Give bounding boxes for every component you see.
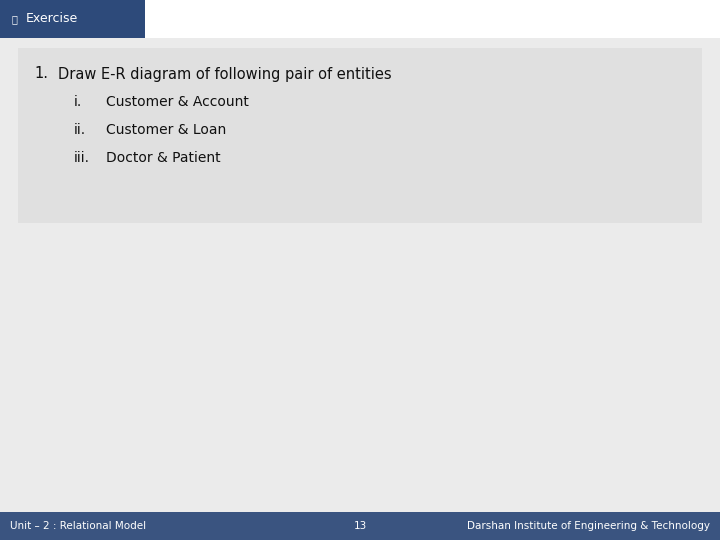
Text: iii.: iii.: [74, 151, 90, 165]
Text: 📄: 📄: [12, 14, 18, 24]
Text: Doctor & Patient: Doctor & Patient: [106, 151, 220, 165]
Text: Customer & Account: Customer & Account: [106, 95, 249, 109]
Text: 13: 13: [354, 521, 366, 531]
Text: Unit – 2 : Relational Model: Unit – 2 : Relational Model: [10, 521, 146, 531]
Bar: [0, 0, 145, 38]
Text: Exercise: Exercise: [26, 12, 78, 25]
Text: Darshan Institute of Engineering & Technology: Darshan Institute of Engineering & Techn…: [467, 521, 710, 531]
Bar: [18, 48, 702, 223]
Text: ii.: ii.: [74, 123, 86, 137]
Text: Customer & Loan: Customer & Loan: [106, 123, 226, 137]
Bar: [0, 38, 720, 512]
Text: i.: i.: [74, 95, 82, 109]
Text: Draw E-R diagram of following pair of entities: Draw E-R diagram of following pair of en…: [58, 66, 392, 82]
Text: 1.: 1.: [34, 66, 48, 82]
Bar: [0, 512, 720, 540]
